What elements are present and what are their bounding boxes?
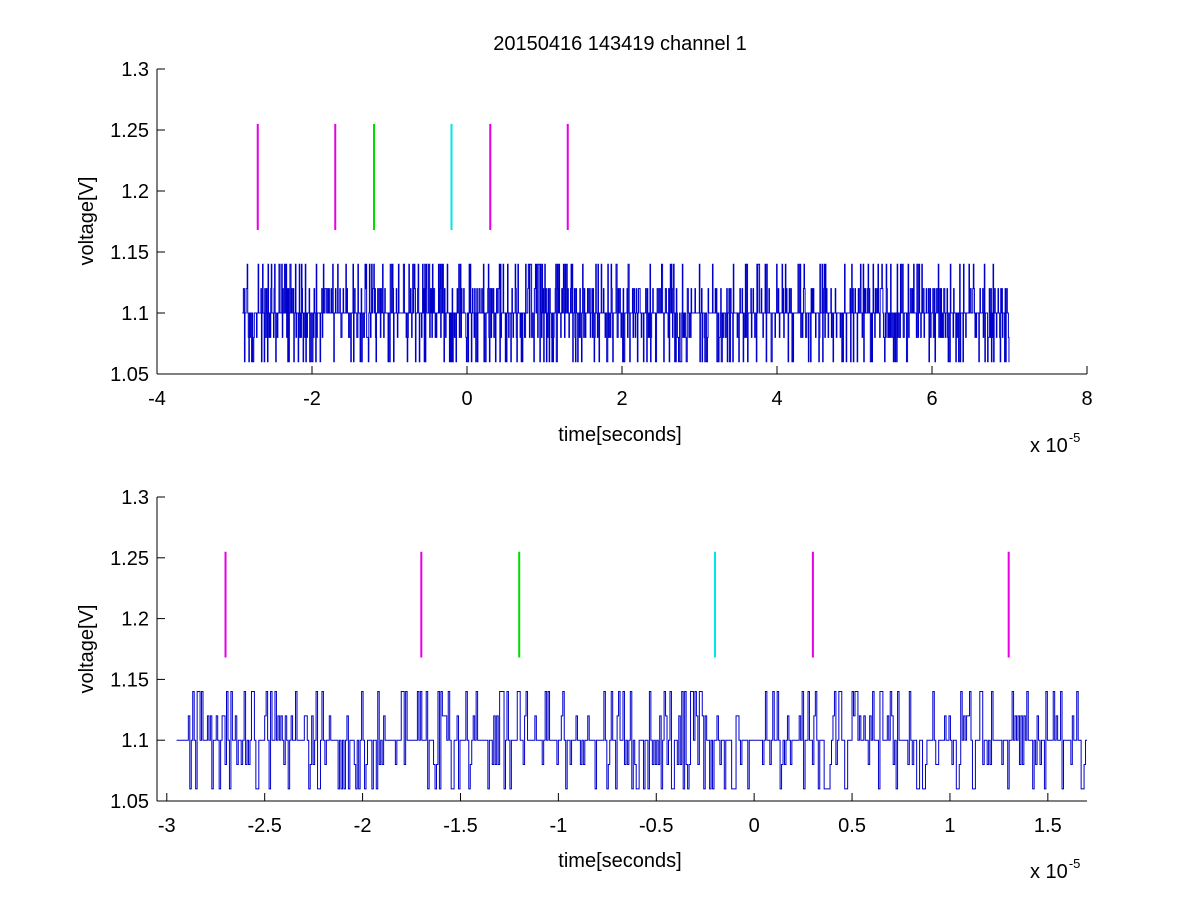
top-x-axis-label: time[seconds] bbox=[558, 424, 681, 446]
y-tick-label: 1.2 bbox=[121, 609, 149, 631]
bottom-subplot: -3 -2.5 -2 -1.5 -1 -0.5 0 0.5 1 1.5 1.051.11.151.… bbox=[76, 487, 1087, 883]
bottom-y-axis-label: voltage[V] bbox=[76, 605, 98, 694]
x-tick-label: -2 bbox=[354, 815, 372, 837]
bottom-marker-layer bbox=[224, 551, 1010, 658]
top-subplot: 20150416 143419 channel 1 -4 -2 0 2 4 6 8 1.05… bbox=[76, 33, 1093, 457]
bottom-y-ticks: 1.05 1.1 1.15 1.2 1.25 1.3 bbox=[110, 487, 165, 813]
x-tick-label: -2.5 bbox=[247, 815, 281, 837]
x-tick-label: 1 bbox=[944, 815, 955, 837]
x-tick-label: -1.5 bbox=[443, 815, 477, 837]
x-tick-label: 0.5 bbox=[838, 815, 866, 837]
top-axis-lines bbox=[156, 69, 1087, 375]
signal-trace bbox=[242, 263, 1010, 363]
y-tick-label: 1.15 bbox=[110, 669, 149, 691]
top-y-axis-label: voltage[V] bbox=[76, 177, 98, 266]
y-tick-label: 1.1 bbox=[121, 303, 149, 325]
x-tick-label: -4 bbox=[148, 388, 166, 410]
bottom-x-axis-label: time[seconds] bbox=[558, 850, 681, 872]
x-tick-label: 0 bbox=[749, 815, 760, 837]
y-tick-label: 1.05 bbox=[110, 364, 149, 386]
top-signal-layer bbox=[242, 263, 1010, 363]
y-tick-label: 1.1 bbox=[121, 730, 149, 752]
x-tick-label: -0.5 bbox=[639, 815, 673, 837]
y-tick-label: 1.25 bbox=[110, 548, 149, 570]
top-y-ticks: 1.05 1.1 1.15 1.2 1.25 1.3 bbox=[110, 59, 165, 386]
bottom-x-ticks: -3 -2.5 -2 -1.5 -1 -0.5 0 0.5 1 1.5 bbox=[158, 793, 1062, 837]
bottom-x-exponent: -5 bbox=[1069, 856, 1081, 871]
top-marker-layer bbox=[256, 123, 569, 231]
y-tick-label: 1.2 bbox=[121, 181, 149, 203]
x-tick-label: 4 bbox=[771, 388, 782, 410]
x-tick-label: 1.5 bbox=[1034, 815, 1062, 837]
chart-title: 20150416 143419 channel 1 bbox=[493, 33, 747, 55]
top-x-exponent-label: x 10-5 bbox=[1030, 430, 1080, 457]
bottom-x-exponent-label: x 10-5 bbox=[1030, 856, 1080, 883]
y-tick-label: 1.25 bbox=[110, 120, 149, 142]
y-tick-label: 1.15 bbox=[110, 242, 149, 264]
top-x-multiplier: x 10 bbox=[1030, 435, 1068, 457]
x-tick-label: 6 bbox=[926, 388, 937, 410]
top-x-ticks: -4 -2 0 2 4 6 8 bbox=[148, 366, 1093, 410]
x-tick-label: 2 bbox=[616, 388, 627, 410]
x-tick-label: -3 bbox=[158, 815, 176, 837]
x-tick-label: -1 bbox=[549, 815, 567, 837]
x-tick-label: 0 bbox=[461, 388, 472, 410]
x-tick-label: -2 bbox=[303, 388, 321, 410]
top-x-exponent: -5 bbox=[1069, 430, 1081, 445]
y-tick-label: 1.3 bbox=[121, 59, 149, 81]
bottom-signal-layer bbox=[176, 691, 1087, 790]
x-tick-label: 8 bbox=[1081, 388, 1092, 410]
y-tick-label: 1.3 bbox=[121, 487, 149, 509]
y-tick-label: 1.05 bbox=[110, 791, 149, 813]
signal-trace bbox=[176, 691, 1087, 790]
bottom-axis-lines bbox=[156, 497, 1087, 802]
bottom-x-multiplier: x 10 bbox=[1030, 861, 1068, 883]
